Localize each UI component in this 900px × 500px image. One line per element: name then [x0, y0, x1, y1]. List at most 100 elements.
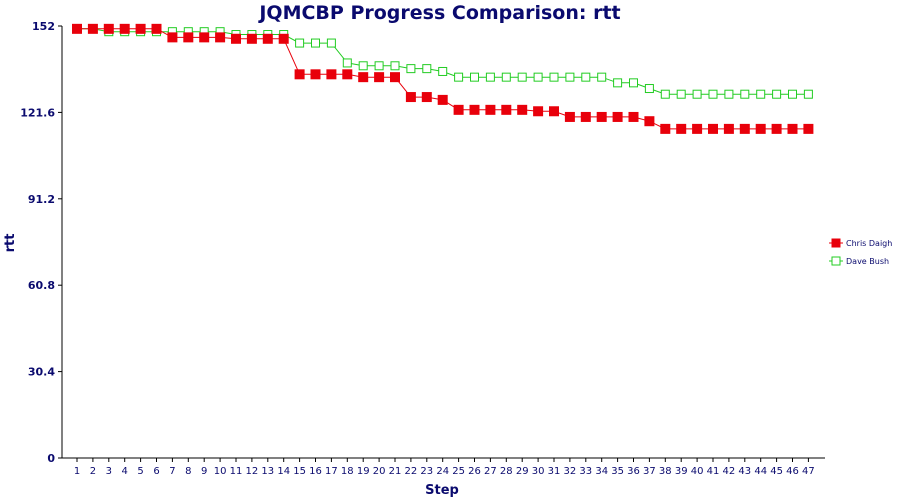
data-point-dave-bush — [629, 78, 638, 88]
data-point-chris-daigh — [310, 69, 321, 80]
data-point-chris-daigh — [374, 72, 385, 83]
data-point-chris-daigh — [533, 106, 544, 117]
x-tick-label: 13 — [261, 466, 274, 477]
data-point-chris-daigh — [199, 32, 210, 43]
x-tick-label: 8 — [185, 466, 191, 477]
x-tick-label: 11 — [230, 466, 243, 477]
data-point-chris-daigh — [771, 123, 782, 134]
data-point-chris-daigh — [517, 104, 528, 115]
data-point-dave-bush — [581, 72, 591, 82]
y-tick-label: 91.2 — [28, 193, 55, 206]
data-point-chris-daigh — [644, 116, 655, 127]
data-point-chris-daigh — [628, 111, 639, 122]
data-point-dave-bush — [295, 38, 305, 48]
series-line-chris-daigh — [77, 28, 809, 130]
data-point-chris-daigh — [692, 123, 703, 134]
x-tick-label: 38 — [659, 466, 672, 477]
x-tick-label: 14 — [277, 466, 290, 477]
x-tick-label: 17 — [325, 466, 338, 477]
x-tick-label: 23 — [420, 466, 433, 477]
x-tick-label: 26 — [468, 466, 481, 477]
x-tick-label: 45 — [770, 466, 783, 477]
data-point-chris-daigh — [326, 69, 337, 80]
x-tick-label: 15 — [293, 466, 306, 477]
data-point-dave-bush — [374, 61, 384, 71]
data-point-chris-daigh — [405, 92, 416, 103]
x-tick-label: 33 — [579, 466, 592, 477]
data-point-dave-bush — [644, 84, 654, 94]
data-point-chris-daigh — [596, 111, 607, 122]
chart-title: JQMCBP Progress Comparison: rtt — [257, 2, 620, 24]
data-point-chris-daigh — [215, 32, 226, 43]
x-tick-label: 27 — [484, 466, 497, 477]
x-tick-label: 24 — [436, 466, 449, 477]
x-tick-label: 12 — [246, 466, 259, 477]
data-point-dave-bush — [358, 61, 368, 71]
data-point-chris-daigh — [612, 111, 623, 122]
data-point-dave-bush — [406, 64, 416, 74]
x-tick-label: 30 — [532, 466, 545, 477]
data-point-chris-daigh — [231, 33, 241, 44]
x-tick-label: 4 — [122, 466, 128, 477]
data-point-chris-daigh — [564, 111, 575, 122]
x-tick-label: 44 — [754, 466, 767, 477]
data-point-dave-bush — [803, 89, 813, 99]
data-point-chris-daigh — [342, 69, 353, 80]
data-point-dave-bush — [772, 89, 782, 99]
y-axis-label: rtt — [3, 234, 18, 253]
legend-label-dave-bush: Dave Bush — [846, 257, 889, 266]
data-point-chris-daigh — [676, 123, 687, 134]
x-tick-label: 37 — [643, 466, 656, 477]
data-point-chris-daigh — [151, 23, 162, 34]
legend: Chris Daigh Dave Bush — [829, 238, 892, 266]
data-point-chris-daigh — [72, 23, 82, 34]
x-tick-label: 3 — [106, 466, 112, 477]
x-tick-label: 16 — [309, 466, 322, 477]
data-point-chris-daigh — [135, 23, 146, 34]
x-tick-label: 32 — [564, 466, 577, 477]
data-point-dave-bush — [485, 72, 495, 82]
x-tick-label: 20 — [373, 466, 386, 477]
data-point-chris-daigh — [119, 23, 130, 34]
data-point-dave-bush — [549, 72, 559, 82]
data-point-chris-daigh — [294, 69, 305, 80]
data-point-dave-bush — [326, 38, 336, 48]
data-point-chris-daigh — [437, 94, 448, 105]
data-point-chris-daigh — [87, 23, 98, 34]
data-point-chris-daigh — [708, 123, 718, 134]
data-point-dave-bush — [501, 72, 511, 82]
x-tick-label: 21 — [389, 466, 402, 477]
y-tick-label: 121.6 — [20, 106, 55, 119]
x-tick-label: 29 — [516, 466, 529, 477]
data-point-dave-bush — [470, 72, 479, 82]
x-tick-label: 41 — [707, 466, 720, 477]
data-point-chris-daigh — [246, 33, 257, 44]
x-tick-label: 5 — [137, 466, 143, 477]
x-tick-label: 19 — [357, 466, 370, 477]
data-point-chris-daigh — [421, 92, 432, 103]
x-tick-label: 46 — [786, 466, 799, 477]
x-tick-label: 40 — [691, 466, 704, 477]
x-tick-label: 36 — [627, 466, 640, 477]
data-point-dave-bush — [740, 89, 750, 99]
legend-label-chris-daigh: Chris Daigh — [846, 239, 892, 248]
data-point-dave-bush — [724, 89, 734, 99]
x-tick-label: 34 — [595, 466, 608, 477]
legend-marker-chris-daigh — [831, 238, 841, 248]
data-point-dave-bush — [613, 78, 623, 88]
data-point-chris-daigh — [469, 104, 480, 115]
data-point-dave-bush — [676, 89, 686, 99]
data-point-dave-bush — [708, 89, 718, 99]
data-point-chris-daigh — [501, 104, 512, 115]
data-point-dave-bush — [660, 89, 670, 99]
x-axis-label: Step — [425, 483, 459, 498]
legend-marker-dave-bush — [831, 256, 841, 266]
data-point-dave-bush — [756, 89, 766, 99]
data-point-chris-daigh — [390, 72, 400, 83]
data-point-chris-daigh — [580, 111, 591, 122]
data-point-chris-daigh — [723, 123, 734, 134]
y-tick-label: 0 — [47, 452, 55, 465]
x-tick-label: 10 — [214, 466, 227, 477]
